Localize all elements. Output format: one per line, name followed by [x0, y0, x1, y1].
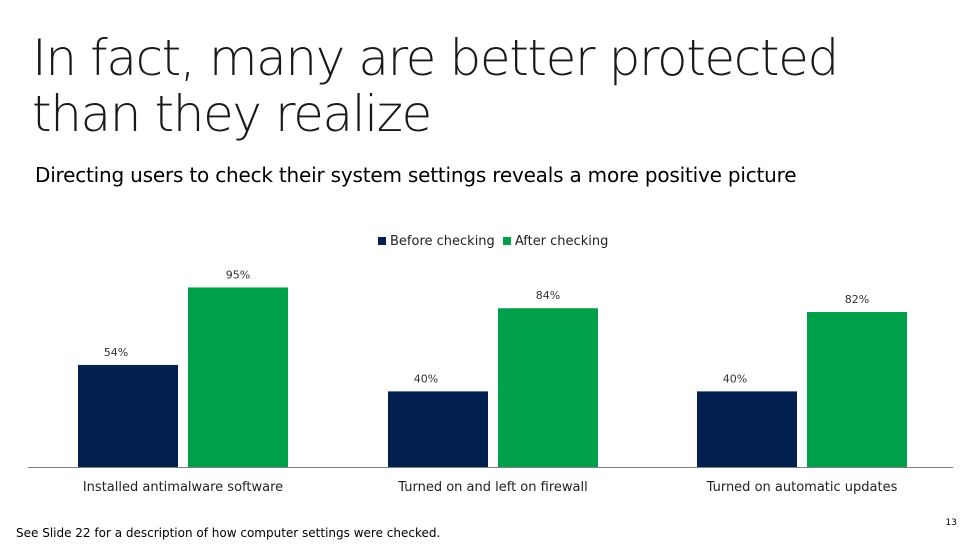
category-label-1: Installed antimalware software — [83, 480, 283, 495]
data-label-before-1: 54% — [104, 346, 128, 359]
data-label-after-1: 95% — [226, 268, 250, 281]
bar-before-2 — [388, 391, 488, 467]
legend-item-after: After checking — [502, 233, 609, 249]
bar-after-2 — [498, 308, 598, 467]
bar-before-3 — [697, 391, 797, 467]
bar-chart: 54% 95% Installed antimalware software 40% 8… — [28, 268, 953, 495]
legend-swatch-before — [378, 237, 386, 245]
legend-swatch-after — [502, 237, 511, 245]
category-label-3: Turned on automatic updates — [706, 480, 898, 495]
data-label-before-2: 40% — [414, 372, 438, 385]
slide-subtitle: Directing users to check their system se… — [35, 163, 797, 187]
data-label-after-2: 84% — [536, 289, 560, 302]
legend-label-before: Before checking — [390, 233, 495, 249]
data-label-after-3: 82% — [845, 293, 869, 306]
slide-title: In fact, many are better protected than … — [32, 29, 839, 143]
bar-after-1 — [188, 287, 288, 467]
bar-before-1 — [78, 364, 178, 467]
chart-legend: Before checking After checking — [378, 232, 616, 250]
footnote: See Slide 22 for a description of how co… — [16, 526, 441, 540]
page-number: 13 — [945, 518, 957, 528]
legend-item-before: Before checking — [378, 234, 495, 249]
legend-label-after: After checking — [514, 233, 609, 249]
category-label-2: Turned on and left on firewall — [397, 480, 587, 495]
data-label-before-3: 40% — [723, 372, 747, 385]
bar-after-3 — [807, 312, 907, 467]
